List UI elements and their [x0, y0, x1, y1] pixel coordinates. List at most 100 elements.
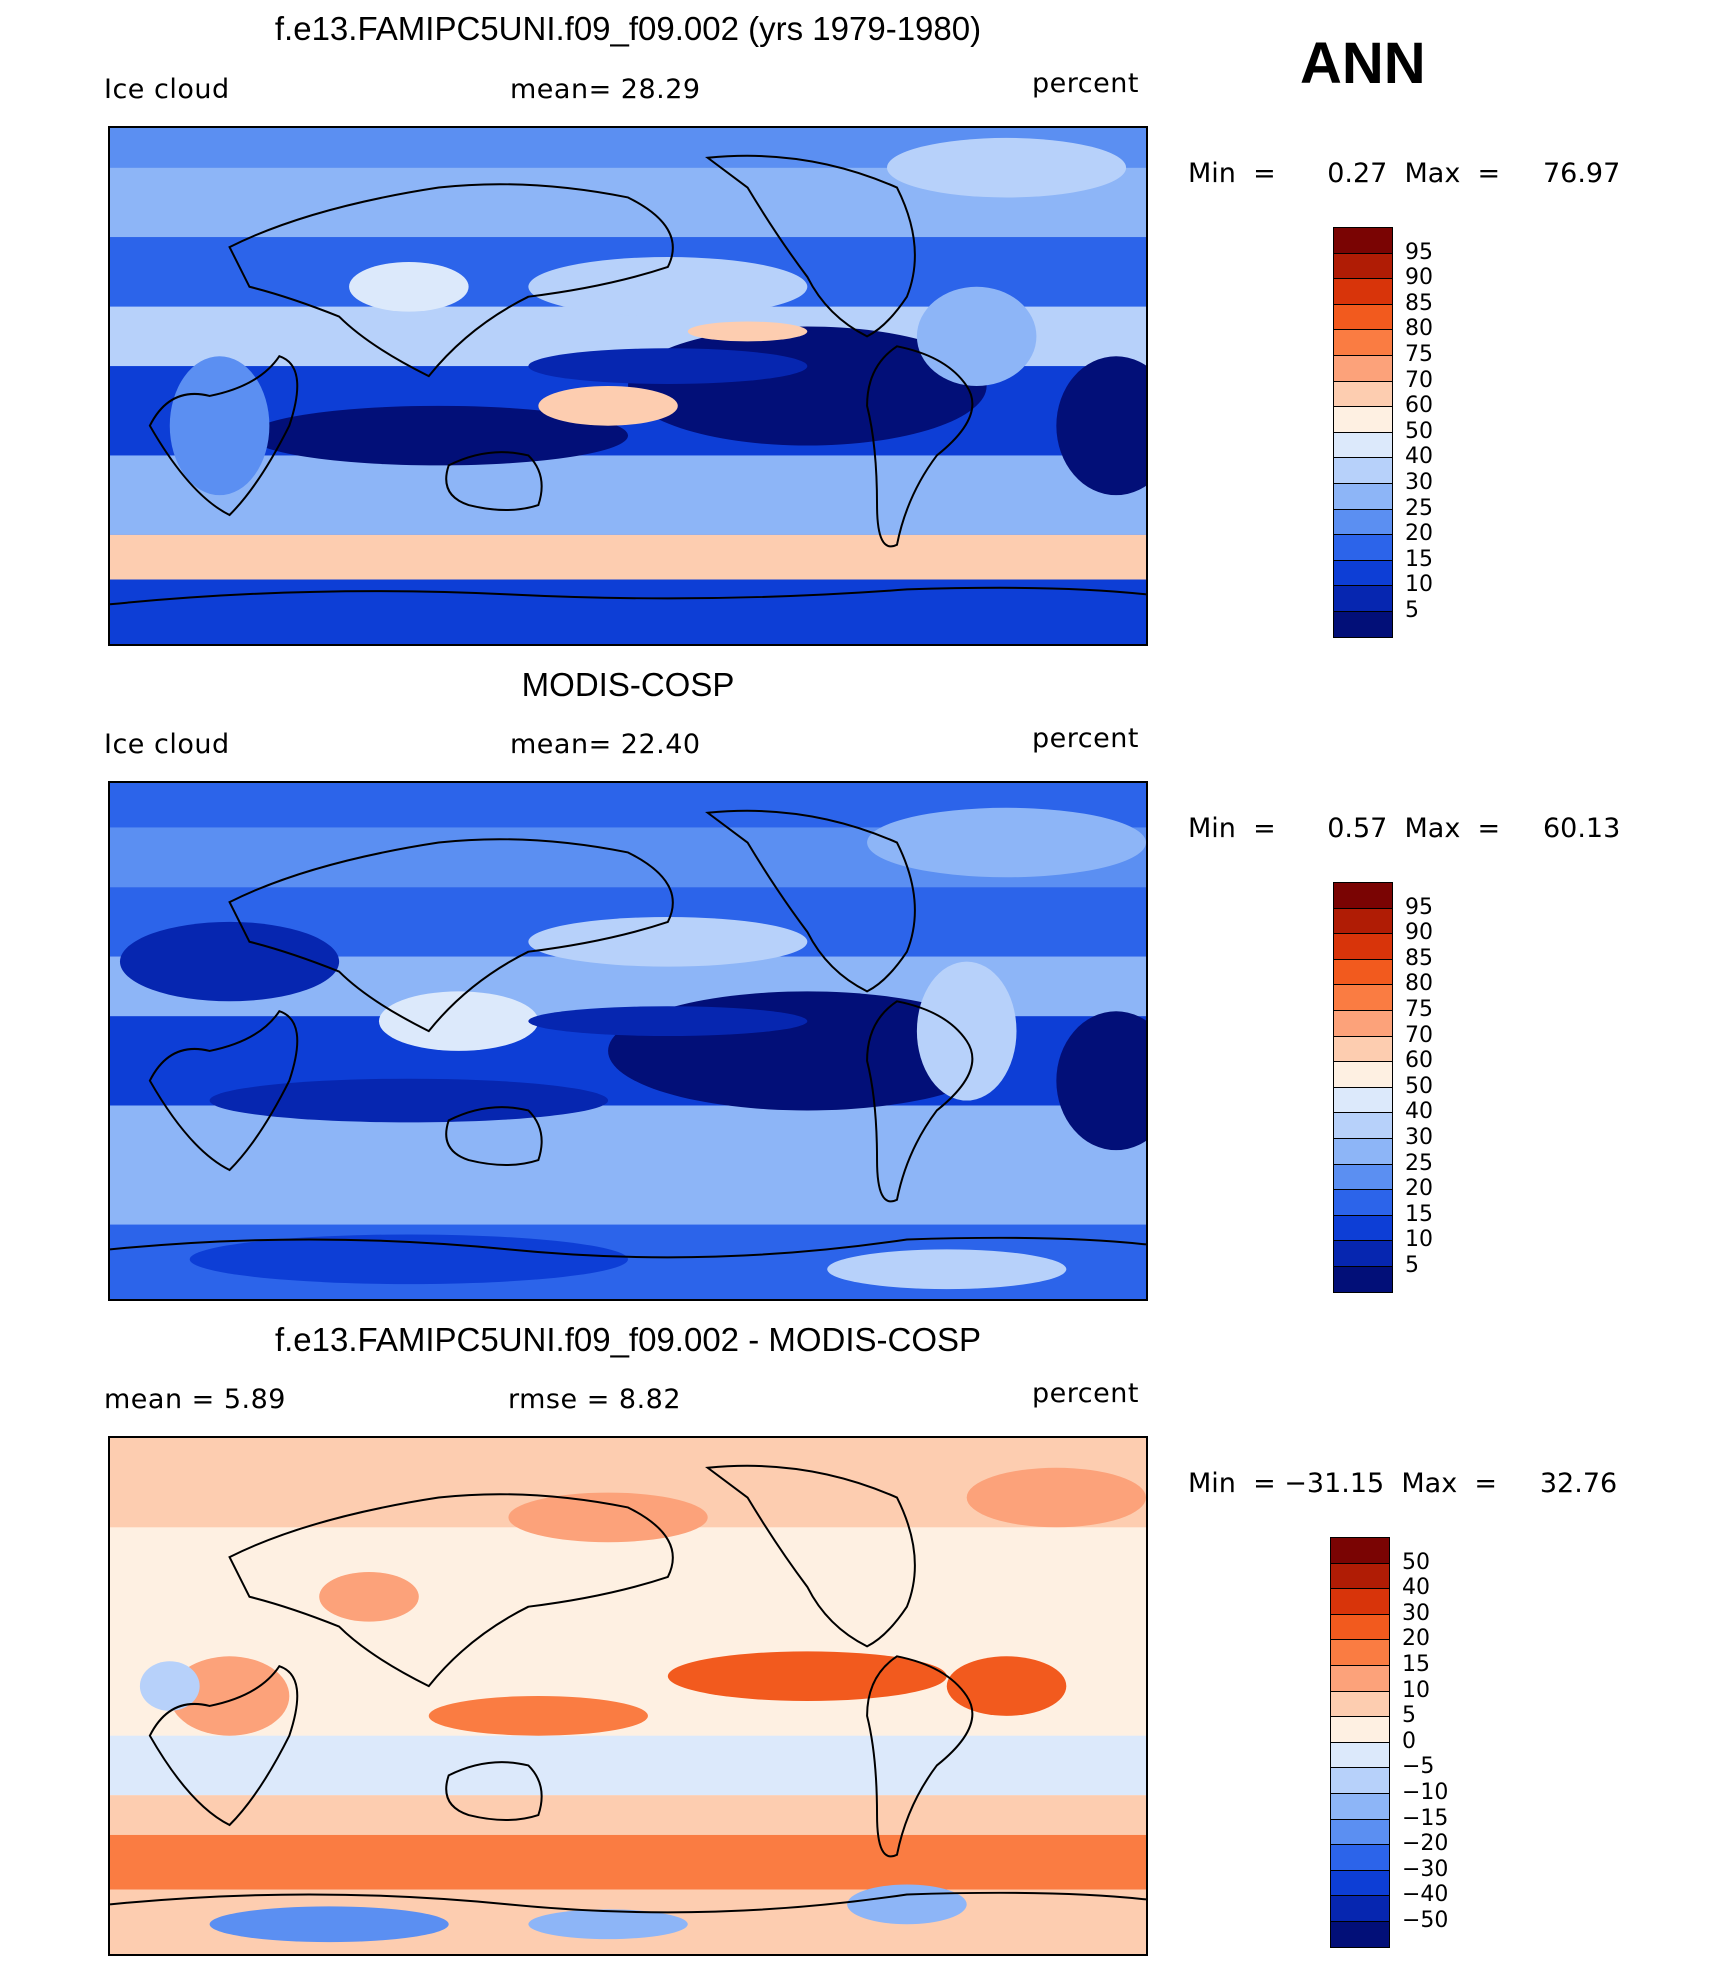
colorbar-swatch — [1333, 457, 1393, 485]
colorbar-label: 60 — [1405, 1048, 1433, 1074]
colorbar-label: 95 — [1405, 239, 1433, 265]
colorbar-swatch — [1330, 1869, 1390, 1897]
colorbar-swatch — [1330, 1767, 1390, 1795]
colorbar-label: −5 — [1402, 1754, 1435, 1780]
panel-1-units: percent — [1032, 68, 1139, 99]
panel-2-title: MODIS-COSP — [521, 666, 735, 703]
colorbar-label: 25 — [1405, 1150, 1433, 1176]
panel-1-minmax: Min = 0.27 Max = 76.97 — [1188, 158, 1621, 189]
colorbar-label: 15 — [1402, 1652, 1430, 1677]
colorbar-label: −10 — [1402, 1780, 1449, 1805]
colorbar-swatch — [1333, 958, 1393, 986]
panel-2-mean: mean= 22.40 — [510, 729, 701, 760]
colorbar-swatch — [1333, 303, 1393, 331]
colorbar-swatch — [1333, 406, 1393, 434]
colorbar-swatch — [1330, 1895, 1390, 1923]
colorbar-swatch — [1330, 1562, 1390, 1590]
colorbar-label: 50 — [1402, 1549, 1430, 1575]
colorbar-label: 90 — [1405, 920, 1433, 946]
colorbar-label: 20 — [1402, 1626, 1430, 1652]
colorbar-label: 75 — [1405, 342, 1433, 367]
colorbar-label: 30 — [1405, 470, 1433, 495]
colorbar-label: 10 — [1405, 1227, 1433, 1253]
panel-1-variable: Ice cloud — [104, 74, 230, 105]
colorbar-swatch — [1333, 329, 1393, 357]
colorbar-swatch — [1333, 1266, 1393, 1294]
colorbar-label: 40 — [1405, 1099, 1433, 1125]
colorbar-swatch — [1333, 611, 1393, 639]
colorbar-swatch — [1333, 431, 1393, 459]
colorbar-label: 50 — [1405, 418, 1433, 444]
colorbar-label: 85 — [1405, 290, 1433, 316]
colorbar-swatch — [1333, 508, 1393, 536]
colorbar-label: 50 — [1405, 1073, 1433, 1099]
panel-1-title: f.e13.FAMIPC5UNI.f09_f09.002 (yrs 1979-1… — [274, 10, 982, 47]
colorbar-label: 70 — [1405, 1022, 1433, 1048]
colorbar-label: 85 — [1405, 945, 1433, 971]
colorbar-swatch — [1333, 1086, 1393, 1114]
colorbar-swatch — [1330, 1793, 1390, 1821]
colorbar-swatch — [1330, 1613, 1390, 1641]
colorbar-swatch — [1333, 227, 1393, 255]
colorbar-swatch — [1333, 1035, 1393, 1063]
panel-3-minmax: Min = −31.15 Max = 32.76 — [1188, 1468, 1618, 1499]
panel-2-minmax: Min = 0.57 Max = 60.13 — [1188, 813, 1621, 844]
colorbar-label: −15 — [1402, 1805, 1449, 1831]
colorbar-swatch — [1333, 1240, 1393, 1268]
colorbar-label: 20 — [1405, 521, 1433, 547]
colorbar-label: 30 — [1402, 1600, 1430, 1626]
colorbar-swatch — [1333, 585, 1393, 613]
colorbar-label: 80 — [1405, 316, 1433, 342]
colorbar-swatch — [1333, 1189, 1393, 1217]
colorbar-label: −40 — [1402, 1882, 1449, 1908]
colorbar-swatch — [1333, 882, 1393, 910]
colorbar-label: −50 — [1402, 1908, 1449, 1933]
colorbar-swatch — [1333, 278, 1393, 306]
colorbar-swatch — [1333, 1163, 1393, 1191]
colorbar-swatch — [1330, 1537, 1390, 1565]
colorbar-swatch — [1330, 1639, 1390, 1667]
panel-3-mean: mean = 5.89 — [104, 1384, 286, 1415]
panel-1-map — [108, 126, 1148, 646]
colorbar-label: 20 — [1405, 1176, 1433, 1202]
colorbar-label: 40 — [1402, 1575, 1430, 1601]
colorbar-swatch — [1330, 1716, 1390, 1744]
colorbar-label: 95 — [1405, 894, 1433, 920]
colorbar-label: 90 — [1405, 265, 1433, 291]
colorbar-swatch — [1333, 1214, 1393, 1242]
colorbar-label: 10 — [1405, 572, 1433, 598]
panel-3-map — [108, 1436, 1148, 1956]
colorbar-label: 80 — [1405, 971, 1433, 997]
colorbar-swatch — [1330, 1741, 1390, 1769]
colorbar-label: 30 — [1405, 1125, 1433, 1150]
panel-2-variable: Ice cloud — [104, 729, 230, 760]
colorbar-swatch — [1333, 534, 1393, 562]
colorbar-label: 0 — [1402, 1728, 1416, 1754]
colorbar-swatch — [1333, 559, 1393, 587]
season-label: ANN — [1300, 31, 1426, 96]
colorbar-label: 70 — [1405, 367, 1433, 393]
colorbar-label: −30 — [1402, 1856, 1449, 1882]
colorbar-label: 5 — [1402, 1703, 1416, 1729]
colorbar-swatch — [1333, 907, 1393, 935]
colorbar-swatch — [1330, 1690, 1390, 1718]
colorbar-label: 5 — [1405, 598, 1419, 623]
colorbar-swatch — [1333, 984, 1393, 1012]
colorbar-swatch — [1330, 1665, 1390, 1693]
colorbar-swatch — [1330, 1588, 1390, 1616]
colorbar-label: 15 — [1405, 1201, 1433, 1227]
panel-2-map — [108, 781, 1148, 1301]
panel-3-title: f.e13.FAMIPC5UNI.f09_f09.002 - MODIS-COS… — [274, 1321, 982, 1358]
colorbar-swatch — [1333, 1061, 1393, 1089]
colorbar-swatch — [1330, 1818, 1390, 1846]
colorbar-swatch — [1333, 483, 1393, 511]
colorbar-label: 10 — [1402, 1677, 1430, 1703]
colorbar-swatch — [1333, 933, 1393, 961]
panel-2-units: percent — [1032, 723, 1139, 754]
colorbar-swatch — [1330, 1844, 1390, 1872]
colorbar-swatch — [1333, 252, 1393, 280]
colorbar-swatch — [1333, 1010, 1393, 1038]
colorbar-label: 25 — [1405, 495, 1433, 521]
colorbar-label: 15 — [1405, 546, 1433, 572]
colorbar-label: 5 — [1405, 1253, 1419, 1278]
